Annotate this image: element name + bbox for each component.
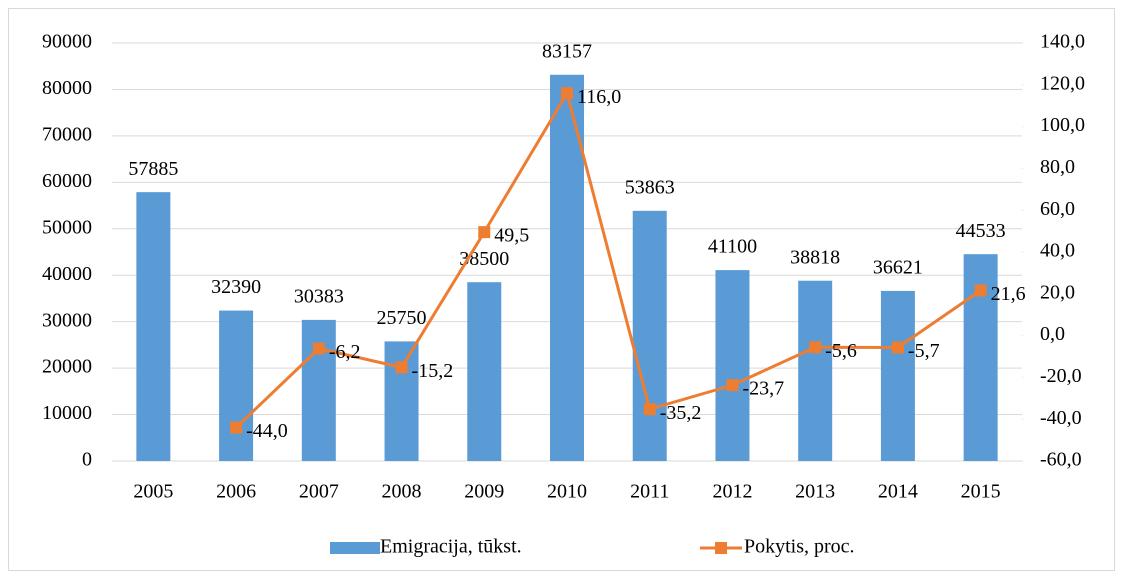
x-tick-label: 2006 [216,481,256,503]
bar [136,192,171,462]
line-value-label: 49,5 [494,225,529,247]
bar-value-label: 41100 [708,236,757,258]
x-tick-label: 2005 [133,481,173,503]
y2-tick-label: -20,0 [1040,365,1082,387]
y-tick-label: 0 [82,449,92,471]
legend-label: Emigracija, tūkst. [380,536,522,558]
y2-tick-label: -40,0 [1040,407,1082,429]
line [235,89,982,429]
y2-tick-label: 40,0 [1040,240,1075,262]
x-tick-label: 2008 [382,481,422,503]
line-value-label: -6,2 [329,341,361,363]
bar-value-label: 53863 [625,176,675,198]
line-value-label: -15,2 [412,360,454,382]
bar [467,282,502,461]
bar-value-label: 57885 [128,158,178,180]
bar-value-label: 30383 [294,285,344,307]
legend-swatch [330,542,380,554]
line-marker [478,226,491,239]
x-tick-label: 2011 [630,481,669,503]
line-marker [395,361,408,374]
x-tick-label: 2010 [547,481,587,503]
bar [715,270,750,461]
bar-value-label: 25750 [377,307,427,329]
y-tick-label: 80000 [42,77,92,99]
bar-value-label: 83157 [542,40,592,62]
y-tick-label: 10000 [42,402,92,424]
y-tick-label: 20000 [42,356,92,378]
bar [219,310,254,461]
y2-tick-label: 120,0 [1040,72,1085,94]
y-tick-label: 90000 [42,31,92,53]
line-value-label: 116,0 [577,86,621,108]
line-marker [643,403,656,416]
line-value-label: -35,2 [660,402,702,424]
line-marker [230,421,243,434]
y2-tick-label: 80,0 [1040,156,1075,178]
x-tick-label: 2007 [299,481,339,503]
line-marker [312,342,325,355]
y-tick-label: 70000 [42,123,92,145]
line-value-label: -5,7 [908,340,940,362]
bar [880,290,915,461]
bar [384,341,419,461]
line-marker [809,341,822,354]
line-marker [891,341,904,354]
x-tick-label: 2009 [464,481,504,503]
y-tick-label: 50000 [42,216,92,238]
line-value-label: 21,6 [991,283,1026,305]
bar-value-label: 36621 [873,257,923,279]
bar-value-label: 32390 [211,276,261,298]
bar-value-label: 44533 [956,220,1006,242]
line-marker [726,379,739,392]
line-marker [561,87,573,100]
legend-label: Pokytis, proc. [744,536,855,558]
y2-tick-label: -60,0 [1040,449,1082,471]
x-tick-label: 2014 [878,481,918,503]
legend-marker [715,542,727,554]
line-value-label: -5,6 [825,340,857,362]
y-tick-label: 40000 [42,263,92,285]
x-tick-label: 2013 [795,481,835,503]
x-tick-label: 2015 [961,481,1001,503]
y-tick-label: 30000 [42,309,92,331]
x-tick-label: 2012 [712,481,752,503]
bar-value-label: 38818 [790,246,840,268]
line-value-label: -44,0 [246,420,288,442]
y-tick-label: 60000 [42,170,92,192]
y2-tick-label: 100,0 [1040,114,1085,136]
y2-tick-label: 60,0 [1040,198,1075,220]
y2-tick-label: 0,0 [1040,323,1065,345]
line-marker [974,284,987,297]
bar [632,210,667,461]
line-value-label: -23,7 [742,378,784,400]
y2-tick-label: 20,0 [1040,281,1075,303]
bar [798,280,833,461]
y2-tick-label: 140,0 [1040,31,1085,53]
